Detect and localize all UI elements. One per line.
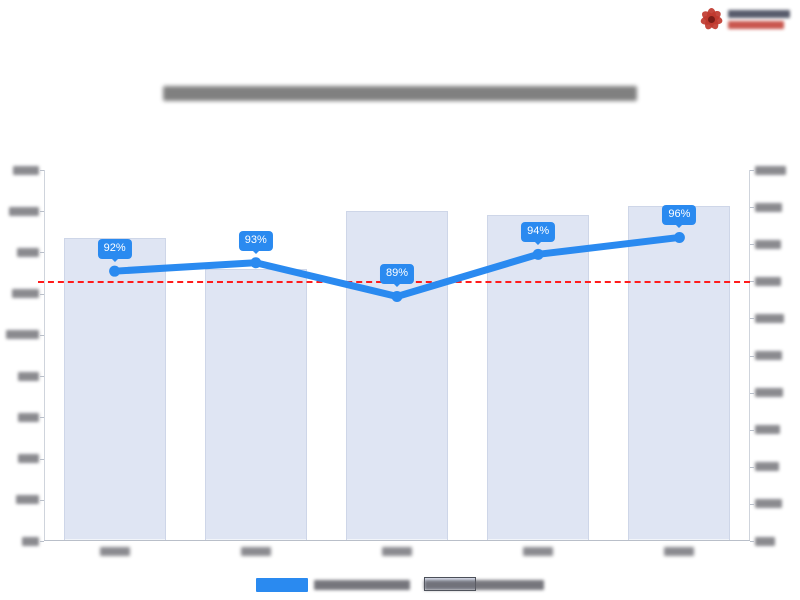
y-axis-left-tick-label (18, 412, 39, 422)
x-axis-line (44, 540, 750, 541)
x-axis-category-label (382, 547, 412, 556)
legend-item-0[interactable] (256, 578, 410, 592)
bar-column (346, 211, 448, 540)
y-axis-left-tick-label (17, 247, 39, 257)
line-marker (250, 257, 262, 269)
y-axis-tick-mark (750, 503, 754, 505)
y-axis-tick-mark (750, 466, 754, 468)
y-axis-right-line (749, 170, 750, 541)
line-data-label: 96% (662, 205, 697, 229)
x-axis-category-label (240, 547, 271, 556)
y-axis-tick-mark (40, 376, 44, 378)
y-axis-left-tick-label (9, 206, 39, 216)
y-axis-tick-mark (40, 293, 44, 295)
legend-item-1[interactable] (424, 577, 544, 591)
y-axis-right-tick-label (755, 462, 779, 472)
brand-wordmark-line-1 (728, 9, 790, 18)
y-axis-right-tick-label (755, 313, 784, 323)
chart-title (0, 80, 800, 106)
x-axis-category-label (99, 547, 130, 556)
y-axis-tick-mark (40, 499, 44, 501)
y-axis-tick-mark (750, 281, 754, 283)
y-axis-right-tick-label (755, 165, 786, 175)
y-axis-left-tick-label (18, 371, 39, 381)
brand-wordmark (728, 9, 794, 29)
brand-logo (698, 4, 794, 34)
y-axis-right-tick-label (755, 239, 781, 249)
y-axis-tick-mark (750, 170, 754, 171)
chart-title-text-redacted (163, 85, 637, 101)
y-axis-tick-mark (40, 334, 44, 336)
bar-column (204, 268, 307, 540)
x-axis-category-label (523, 547, 554, 556)
y-axis-right-tick-label (755, 425, 780, 435)
y-axis-tick-mark (750, 429, 754, 431)
y-axis-tick-mark (750, 541, 754, 542)
y-axis-right-tick-label (755, 202, 782, 212)
y-axis-tick-mark (750, 318, 754, 320)
y-axis-right-tick-label (755, 351, 782, 361)
y-axis-tick-mark (750, 355, 754, 357)
y-axis-tick-mark (40, 541, 44, 542)
y-axis-right-tick-label (755, 388, 783, 398)
y-axis-left-tick-label (13, 165, 39, 175)
y-axis-left-tick-label (12, 289, 39, 299)
line-data-label: 92% (97, 239, 132, 263)
y-axis-right-tick-label (755, 276, 781, 286)
y-axis-left-tick-label (6, 330, 39, 340)
legend-label-redacted (424, 580, 544, 590)
y-axis-right-tick-label (755, 499, 782, 509)
line-data-label: 94% (521, 222, 556, 246)
bar-column (487, 214, 590, 540)
legend-swatch-line (256, 578, 308, 592)
line-data-label: 93% (238, 230, 273, 254)
chart-plot-area: 92% 93% 89% 94% 96% (6, 165, 786, 556)
y-axis-left-tick-label (22, 536, 39, 546)
bar-column (63, 238, 166, 540)
y-axis-tick-mark (750, 244, 754, 246)
chart-legend (0, 577, 800, 592)
y-axis-left-tick-label (16, 495, 39, 505)
bar-column (628, 206, 731, 540)
flower-logo-mark-icon (698, 6, 724, 32)
y-axis-tick-mark (750, 392, 754, 394)
y-axis-tick-mark (40, 417, 44, 419)
y-axis-tick-mark (40, 458, 44, 460)
y-axis-tick-mark (40, 211, 44, 213)
y-axis-tick-mark (40, 252, 44, 254)
line-data-label: 89% (379, 264, 415, 288)
y-axis-right-tick-label (755, 536, 775, 546)
y-axis-left-tick-label (18, 454, 39, 464)
y-axis-tick-mark (40, 170, 44, 171)
y-axis-tick-mark (750, 207, 754, 209)
x-axis-category-label (664, 547, 695, 556)
legend-label-redacted (314, 580, 410, 590)
y-axis-left-line (44, 170, 45, 541)
brand-wordmark-line-2 (728, 20, 784, 29)
